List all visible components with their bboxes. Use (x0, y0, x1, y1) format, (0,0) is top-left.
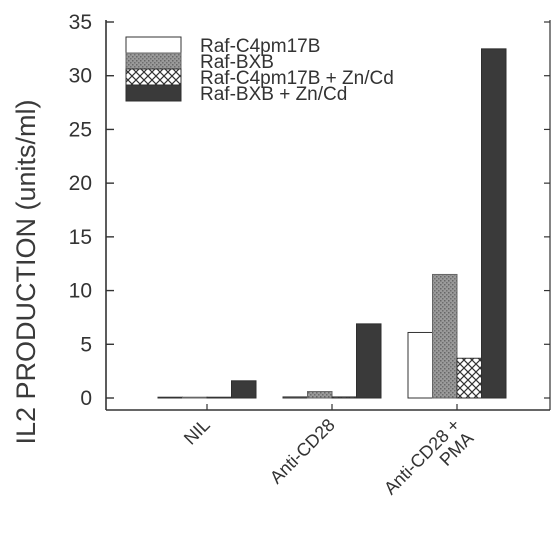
y-tick-label: 20 (69, 172, 92, 195)
bar-2-4 (356, 323, 382, 399)
y-tick-label: 5 (80, 333, 92, 356)
category-label: Anti-CD28 (266, 415, 339, 488)
legend-label-3: Raf-C4pm17B + Zn/Cd (200, 68, 394, 89)
bar-3-3 (456, 357, 482, 399)
legend-swatch-4 (125, 84, 182, 102)
bar-2-1 (282, 396, 308, 399)
bar-3-2 (432, 273, 458, 399)
bars (157, 48, 507, 399)
legend-label-4: Raf-BXB + Zn/Cd (200, 84, 347, 105)
bar-1-1 (157, 396, 183, 399)
legend-label-2: Raf-BXB (200, 52, 274, 73)
bar-2-2 (307, 391, 333, 399)
bar-1-3 (206, 396, 232, 399)
y-axis-title: IL2 PRODUCTION (units/ml) (11, 99, 41, 444)
bar-2-3 (331, 396, 357, 399)
category-label-line: NIL (180, 415, 214, 449)
y-tick-label: 25 (69, 118, 92, 141)
legend-swatch-2 (125, 52, 182, 70)
legend-swatch-1 (125, 36, 182, 54)
legend-label-1: Raf-C4pm17B (200, 36, 320, 57)
y-tick-label: 30 (69, 65, 92, 88)
y-tick-label: 0 (80, 387, 92, 410)
y-tick-label: 35 (69, 11, 92, 34)
bar-1-2 (182, 396, 208, 399)
category-label: NIL (180, 415, 214, 449)
bar-3-1 (407, 331, 433, 399)
bar-3-4 (481, 48, 507, 399)
bar-1-4 (231, 380, 257, 399)
y-tick-label: 10 (69, 280, 92, 303)
category-label-line: Anti-CD28 (266, 415, 339, 488)
axes (105, 20, 551, 411)
legend-swatch-3 (125, 68, 182, 86)
y-tick-label: 15 (69, 226, 92, 249)
category-label: Anti-CD28 +PMA (380, 415, 477, 512)
